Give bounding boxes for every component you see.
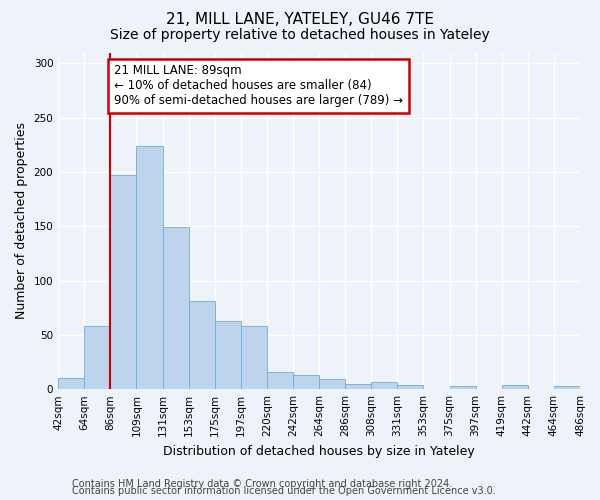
Bar xyxy=(241,326,267,389)
Bar xyxy=(397,385,424,389)
Bar xyxy=(554,386,580,389)
Bar xyxy=(293,375,319,389)
Bar xyxy=(345,384,371,389)
Text: Contains HM Land Registry data © Crown copyright and database right 2024.: Contains HM Land Registry data © Crown c… xyxy=(72,479,452,489)
Bar xyxy=(136,146,163,389)
Y-axis label: Number of detached properties: Number of detached properties xyxy=(15,122,28,320)
Bar xyxy=(58,378,84,389)
Bar xyxy=(163,228,188,389)
Bar xyxy=(449,386,476,389)
Bar xyxy=(84,326,110,389)
Text: Size of property relative to detached houses in Yateley: Size of property relative to detached ho… xyxy=(110,28,490,42)
Text: Contains public sector information licensed under the Open Government Licence v3: Contains public sector information licen… xyxy=(72,486,496,496)
Bar xyxy=(188,301,215,389)
Bar xyxy=(215,321,241,389)
X-axis label: Distribution of detached houses by size in Yateley: Distribution of detached houses by size … xyxy=(163,444,475,458)
Text: 21 MILL LANE: 89sqm
← 10% of detached houses are smaller (84)
90% of semi-detach: 21 MILL LANE: 89sqm ← 10% of detached ho… xyxy=(114,64,403,108)
Bar xyxy=(502,385,528,389)
Bar xyxy=(267,372,293,389)
Bar xyxy=(371,382,397,389)
Bar xyxy=(319,380,345,389)
Text: 21, MILL LANE, YATELEY, GU46 7TE: 21, MILL LANE, YATELEY, GU46 7TE xyxy=(166,12,434,28)
Bar xyxy=(110,175,136,389)
